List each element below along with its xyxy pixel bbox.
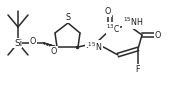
Text: O: O xyxy=(155,31,161,40)
Text: O: O xyxy=(30,36,36,45)
Text: O: O xyxy=(51,46,57,56)
Text: $^{13}$C: $^{13}$C xyxy=(106,23,120,35)
Text: $\cdot^{15}$N: $\cdot^{15}$N xyxy=(85,41,102,53)
Text: F: F xyxy=(136,65,140,74)
Text: S: S xyxy=(65,14,71,23)
Text: Si: Si xyxy=(14,39,22,48)
Text: O: O xyxy=(105,7,111,16)
Text: $^{15}$NH: $^{15}$NH xyxy=(123,16,143,28)
